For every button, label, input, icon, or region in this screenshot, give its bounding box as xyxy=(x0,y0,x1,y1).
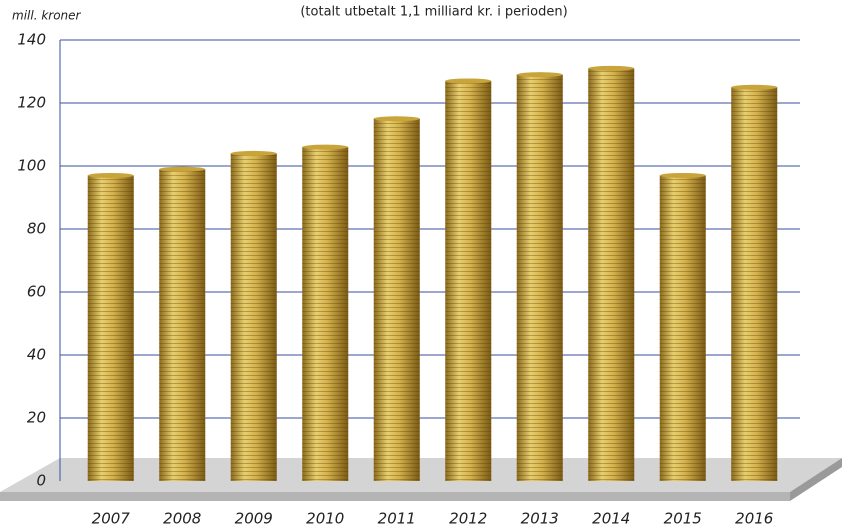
y-tick-label: 20 xyxy=(27,409,46,427)
x-tick-label: 2014 xyxy=(592,510,630,528)
coin-stripes xyxy=(588,68,635,481)
floor-side xyxy=(790,458,842,501)
x-tick-label: 2016 xyxy=(735,510,773,528)
coin-top xyxy=(516,72,563,78)
coin-stripes xyxy=(659,175,706,481)
coin-top xyxy=(302,144,349,150)
coin-top xyxy=(87,172,134,178)
coin-stripes xyxy=(302,147,349,481)
y-tick-label: 60 xyxy=(27,283,46,301)
y-tick-label: 40 xyxy=(27,346,46,364)
coin-top xyxy=(230,150,277,156)
y-tick-label: 120 xyxy=(17,94,46,112)
x-tick-label: 2011 xyxy=(378,510,416,528)
coin-stripes xyxy=(731,87,778,481)
coin-top xyxy=(659,172,706,178)
coin-stripes xyxy=(373,118,420,481)
coin-top xyxy=(445,78,492,84)
coin-stripes xyxy=(230,153,277,481)
coin-stripes xyxy=(516,74,563,482)
y-tick-label: 100 xyxy=(17,157,46,175)
x-tick-label: 2009 xyxy=(235,510,273,528)
y-tick-label: 80 xyxy=(27,220,46,238)
y-tick-label: 0 xyxy=(36,472,46,490)
y-tick-label: 140 xyxy=(17,31,46,49)
coin-top xyxy=(159,166,206,172)
y-axis-label: mill. kroner xyxy=(12,9,82,23)
subtitle: (totalt utbetalt 1,1 milliard kr. i peri… xyxy=(300,5,567,20)
coin-stripes xyxy=(159,169,206,481)
x-tick-label: 2012 xyxy=(449,510,487,528)
coin-stripes xyxy=(87,175,134,481)
x-tick-label: 2007 xyxy=(92,510,131,528)
x-tick-label: 2010 xyxy=(306,510,344,528)
x-tick-label: 2008 xyxy=(163,510,201,528)
coin-top xyxy=(373,116,420,122)
coin-top xyxy=(588,65,635,71)
x-tick-label: 2015 xyxy=(664,510,702,528)
coin-stripes xyxy=(445,80,492,481)
floor-edge xyxy=(0,492,790,501)
x-tick-label: 2013 xyxy=(521,510,559,528)
coin-top xyxy=(731,84,778,90)
